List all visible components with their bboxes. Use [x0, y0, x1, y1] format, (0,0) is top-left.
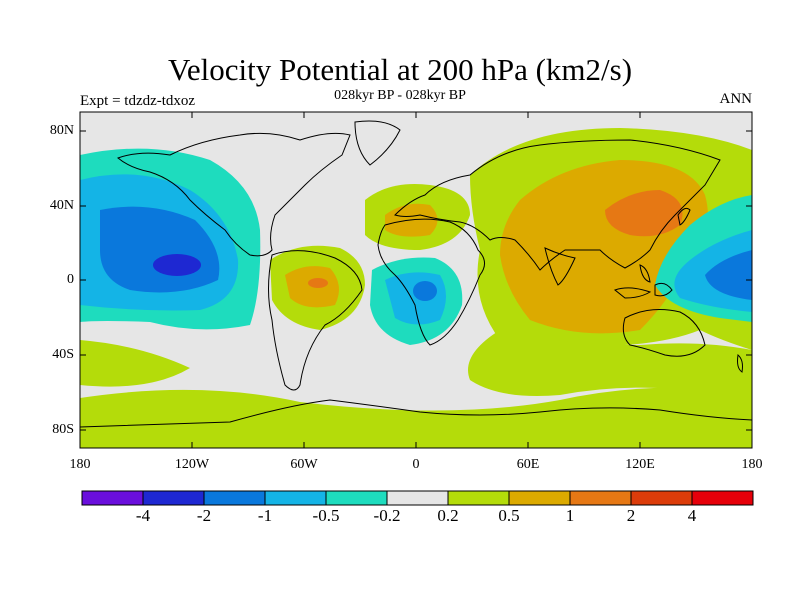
negative-anomalies	[80, 148, 752, 345]
experiment-label: Expt = tdzdz-tdxoz	[80, 93, 196, 109]
colorbar-label: -1	[257, 506, 273, 525]
colorbar-swatch	[142, 490, 205, 506]
colorbar-label: -4	[135, 506, 151, 525]
colorbar-label: -2	[196, 506, 212, 525]
map-subtitle: 028kyr BP - 028kyr BP	[334, 88, 466, 103]
colorbar-label: -0.2	[373, 506, 401, 525]
season-label: ANN	[719, 91, 753, 107]
axis-ticks	[79, 112, 753, 448]
lat-label-0: 0	[67, 272, 74, 287]
lat-label-40s: 40S	[52, 347, 74, 362]
colorbar	[81, 490, 754, 506]
lon-label-0: 0	[412, 457, 420, 472]
lon-label-60e: 60E	[516, 457, 540, 472]
lon-label-60w: 60W	[290, 457, 318, 472]
lat-label-80s: 80S	[52, 422, 74, 437]
coastlines	[80, 120, 752, 428]
colorbar-label: 4	[687, 506, 697, 525]
lon-label-120w: 120W	[174, 457, 210, 472]
lat-label-80n: 80N	[49, 123, 74, 138]
colorbar-label: -0.5	[312, 506, 340, 525]
colorbar-swatch	[325, 490, 388, 506]
colorbar-label: 1	[565, 506, 575, 525]
lon-label-120e: 120E	[625, 457, 655, 472]
colorbar-label: 0.5	[498, 506, 520, 525]
colorbar-swatch	[264, 490, 327, 506]
colorbar-swatch	[447, 490, 510, 506]
lon-label-180e: 180	[741, 457, 763, 472]
map-title: Velocity Potential at 200 hPa (km2/s)	[167, 52, 633, 87]
colorbar-swatch	[81, 490, 144, 506]
colorbar-swatch	[386, 490, 449, 506]
lat-label-40n: 40N	[49, 198, 74, 213]
colorbar-label: 2	[626, 506, 636, 525]
colorbar-swatch	[630, 490, 693, 506]
colorbar-label: 0.2	[437, 506, 459, 525]
colorbar-swatch	[569, 490, 632, 506]
lon-label-180w: 180	[69, 457, 91, 472]
contour-field	[80, 112, 752, 448]
colorbar-swatch	[203, 490, 266, 506]
colorbar-swatch	[691, 490, 754, 506]
colorbar-swatch	[508, 490, 571, 506]
